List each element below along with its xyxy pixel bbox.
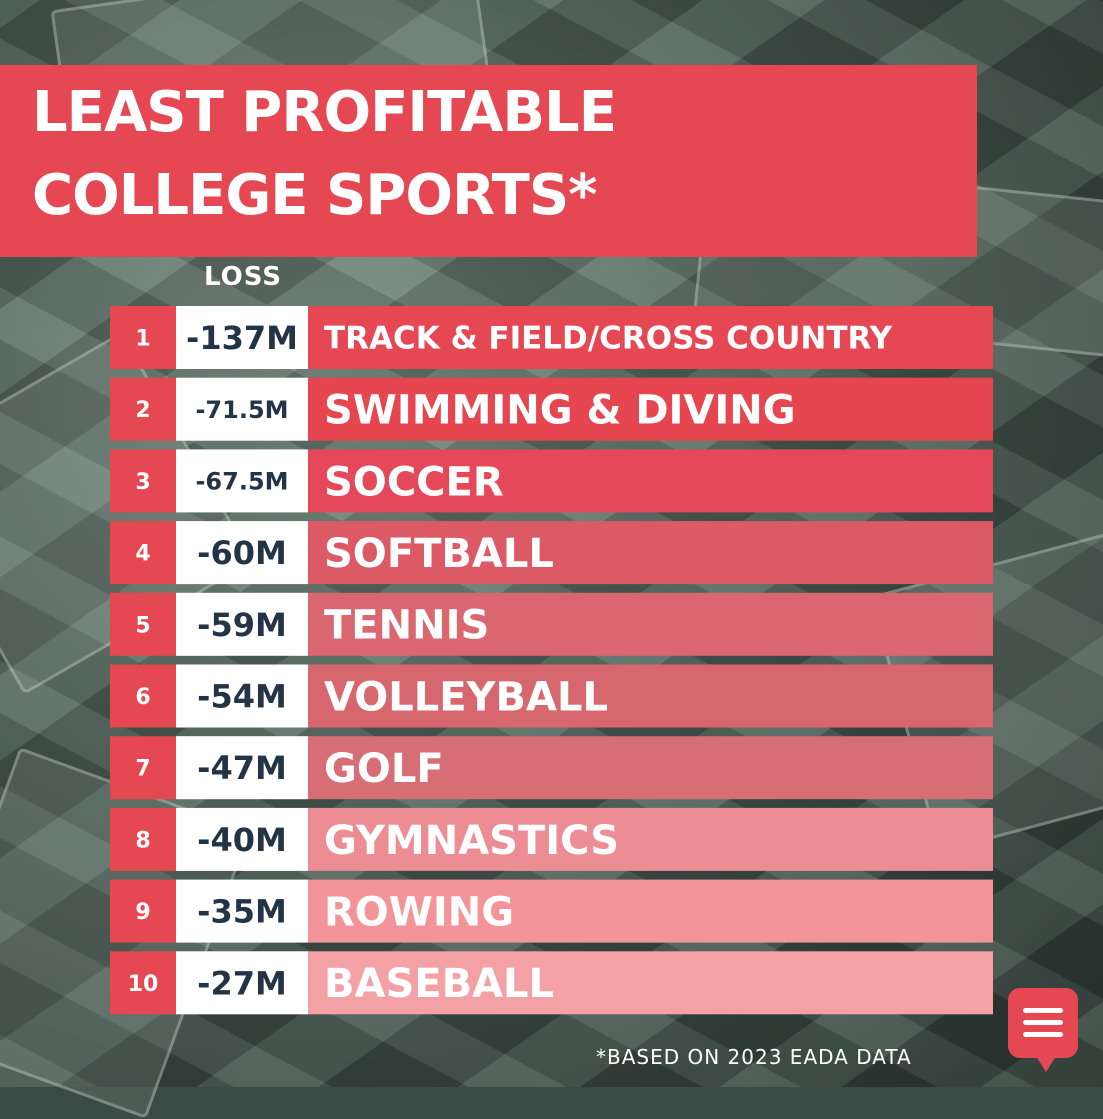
footnote: *BASED ON 2023 EADA DATA (596, 1045, 912, 1069)
rank-cell-6 (110, 664, 176, 728)
chat-button[interactable] (1008, 988, 1078, 1072)
loss-cell-3 (176, 449, 308, 513)
loss-cell-5 (176, 592, 308, 656)
rank-label: 7 (135, 757, 150, 782)
chat-menu-icon (1023, 1008, 1063, 1013)
sport-label: GYMNASTICS (324, 818, 619, 864)
loss-cell-9 (176, 879, 308, 943)
loss-cell-1 (176, 306, 308, 369)
rank-cell-1 (110, 306, 176, 369)
loss-value-label: -60M (197, 534, 287, 572)
sport-label: SOCCER (324, 459, 504, 505)
row-bar-8 (308, 807, 993, 871)
chart-title-line-1: LEAST PROFITABLE (32, 80, 617, 145)
sport-label: TENNIS (324, 603, 489, 649)
title-banner (0, 65, 977, 257)
sport-label: VOLLEYBALL (324, 674, 608, 720)
rank-cell-4 (110, 521, 176, 585)
rank-label: 10 (128, 972, 159, 997)
chart-title-line-2: COLLEGE SPORTS* (32, 163, 597, 228)
rank-cell-9 (110, 879, 176, 943)
loss-value-label: -67.5M (195, 468, 288, 496)
rank-cell-7 (110, 736, 176, 800)
loss-value-label: -59M (197, 606, 287, 644)
loss-cell-8 (176, 807, 308, 871)
sport-label: ROWING (324, 890, 514, 936)
loss-value-label: -40M (197, 821, 287, 859)
loss-cell-6 (176, 664, 308, 728)
row-bar-10 (308, 951, 993, 1015)
row-bar-4 (308, 521, 993, 585)
sport-label: BASEBALL (324, 961, 554, 1007)
row-bar-2 (308, 377, 993, 441)
rank-label: 8 (135, 828, 150, 853)
loss-value-label: -27M (197, 964, 287, 1002)
rank-cell-5 (110, 592, 176, 656)
loss-cell-2 (176, 377, 308, 441)
loss-value-label: -137M (186, 319, 298, 357)
rank-cell-3 (110, 449, 176, 513)
rank-label: 1 (135, 327, 150, 352)
row-bar-9 (308, 879, 993, 943)
sport-label: SWIMMING & DIVING (324, 388, 796, 434)
row-bar-5 (308, 592, 993, 656)
row-bar-1 (308, 306, 993, 369)
chat-menu-icon-line (1023, 1032, 1063, 1037)
loss-cell-10 (176, 951, 308, 1015)
loss-value-label: -47M (197, 749, 287, 787)
ranking-table: 1 -137M TRACK & FIELD/CROSS COUNTRY 2 -71.5M… (110, 306, 993, 1015)
rank-label: 2 (135, 398, 150, 423)
loss-cell-4 (176, 521, 308, 585)
row-bar-7 (308, 736, 993, 800)
rank-cell-10 (110, 951, 176, 1015)
loss-column-header: LOSS (203, 262, 283, 292)
rank-label: 3 (135, 470, 150, 495)
sport-label: SOFTBALL (324, 531, 554, 577)
sport-label: TRACK & FIELD/CROSS COUNTRY (324, 321, 893, 357)
row-bar-3 (308, 449, 993, 513)
rank-label: 5 (135, 613, 150, 638)
chat-menu-icon-line (1023, 1020, 1063, 1025)
rank-cell-8 (110, 807, 176, 871)
loss-value-label: -54M (197, 678, 287, 716)
loss-value-label: -35M (197, 893, 287, 931)
row-bar-6 (308, 664, 993, 728)
loss-value-label: -71.5M (195, 396, 288, 424)
rank-cell-2 (110, 377, 176, 441)
loss-cell-7 (176, 736, 308, 800)
rank-label: 9 (135, 900, 150, 925)
rank-label: 6 (135, 685, 150, 710)
sport-label: GOLF (324, 746, 444, 792)
rank-label: 4 (135, 542, 150, 567)
